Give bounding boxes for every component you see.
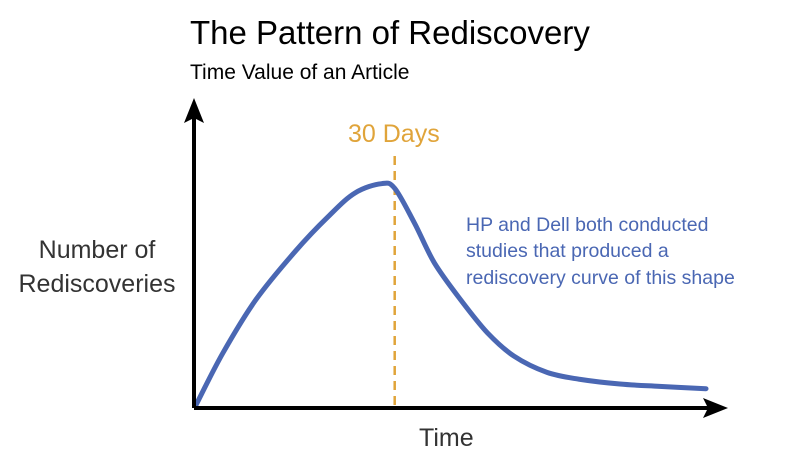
annotation-line-2: studies that produced a: [466, 240, 669, 263]
y-axis-arrow-icon: [184, 98, 204, 123]
rediscovery-curve: [193, 180, 709, 408]
annotation-line-1: HP and Dell both conducted: [466, 214, 709, 236]
y-axis-label-line-1: Number of: [38, 236, 156, 264]
y-axis-label-line-2: Rediscoveries: [18, 269, 176, 298]
chart-title: The Pattern of Rediscovery: [190, 14, 590, 51]
marker-label: 30 Days: [348, 120, 440, 148]
chart-subtitle: Time Value of an Article: [190, 61, 410, 84]
x-axis-label: Time: [419, 424, 474, 452]
chart-annotation: HP and Dell both conducted studies that …: [466, 212, 735, 291]
y-axis-label: Number of Rediscoveries: [8, 234, 186, 302]
annotation-line-3: rediscovery curve of this shape: [466, 266, 735, 289]
x-axis-arrow-icon: [703, 398, 728, 418]
